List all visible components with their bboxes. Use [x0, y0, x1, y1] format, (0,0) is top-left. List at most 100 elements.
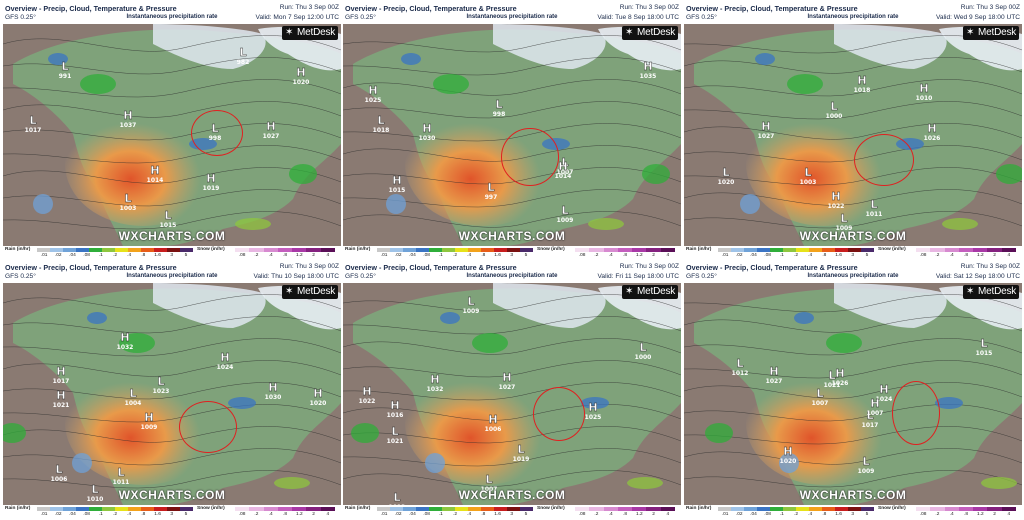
- snow-color-swatch: [249, 248, 264, 252]
- isobar: [684, 382, 1022, 399]
- snow-color-swatch: [263, 248, 278, 252]
- rain-tick-label: .04: [750, 512, 757, 517]
- panel-subtitle: Instantaneous precipitation rate: [466, 14, 558, 20]
- pressure-value: 1020: [718, 179, 735, 186]
- pressure-high-symbol: H: [123, 109, 132, 122]
- snow-color-swatch: [306, 248, 321, 252]
- forecast-panel[interactable]: Overview - Precip, Cloud, Temperature & …: [343, 262, 681, 518]
- snow-tick-label: .4: [949, 253, 954, 258]
- rain-tick-label: 3: [170, 253, 174, 258]
- rain-tick-label: .08: [83, 253, 90, 258]
- rain-color-swatch: [809, 248, 822, 252]
- rain-tick-label: .4: [127, 512, 132, 517]
- isobar: [343, 316, 681, 335]
- pressure-low-symbol: L: [61, 60, 68, 73]
- isobar: [3, 79, 341, 98]
- rain-tick-label: .4: [127, 253, 132, 258]
- metdesk-logo: ✶ MetDesk: [622, 285, 678, 299]
- precipitation-area: [3, 423, 26, 443]
- snow-tick-label: .08: [238, 253, 246, 258]
- pressure-value: 1030: [265, 394, 282, 401]
- panel-subtitle: Instantaneous precipitation rate: [807, 14, 899, 20]
- rain-tick-label: .2: [112, 253, 118, 258]
- rain-color-swatch: [115, 507, 128, 511]
- snow-color-swatch: [263, 507, 278, 511]
- forecast-panel[interactable]: Overview - Precip, Cloud, Temperature & …: [684, 262, 1022, 518]
- rain-tick-label: .02: [54, 512, 62, 517]
- metdesk-logo-icon: ✶: [285, 27, 294, 38]
- precipitation-area: [87, 312, 107, 324]
- isobar: [684, 79, 1022, 97]
- rain-color-swatch: [416, 248, 429, 252]
- rain-tick-label: .1: [438, 512, 443, 517]
- panel-subtitle: Instantaneous precipitation rate: [466, 273, 558, 279]
- rain-color-swatch: [377, 248, 390, 252]
- rain-color-swatch: [809, 507, 822, 511]
- forecast-panel[interactable]: Overview - Precip, Cloud, Temperature & …: [3, 262, 341, 518]
- precipitation-area: [119, 333, 155, 353]
- pressure-value: 1030: [419, 135, 436, 142]
- panel-title: Overview - Precip, Cloud, Temperature & …: [5, 263, 177, 272]
- pressure-value: 1037: [120, 122, 137, 129]
- rain-tick-label: .8: [481, 253, 486, 258]
- pressure-low-symbol: L: [467, 295, 474, 308]
- snow-legend-label: Snow (in/hr): [878, 506, 906, 511]
- pressure-value: 1025: [365, 97, 382, 104]
- pressure-value: 1014: [555, 173, 572, 180]
- panel-header: Overview - Precip, Cloud, Temperature & …: [343, 262, 681, 284]
- rain-color-swatch: [835, 507, 848, 511]
- forecast-panel[interactable]: Overview - Precip, Cloud, Temperature & …: [3, 3, 341, 259]
- snow-color-swatch: [632, 507, 647, 511]
- rain-tick-label: .01: [40, 253, 48, 258]
- forecast-panel[interactable]: Overview - Precip, Cloud, Temperature & …: [343, 3, 681, 259]
- rain-tick-label: .01: [721, 253, 729, 258]
- pressure-low-symbol: L: [495, 98, 502, 111]
- rain-color-swatch: [89, 507, 102, 511]
- snow-color-swatch: [589, 507, 604, 511]
- isobar: [684, 470, 1022, 488]
- snow-color-swatch: [930, 507, 945, 511]
- panel-header: Overview - Precip, Cloud, Temperature & …: [684, 3, 1022, 25]
- rain-color-swatch: [783, 507, 796, 511]
- isobar: [343, 404, 681, 421]
- isobar: [343, 57, 681, 76]
- snow-tick-label: 4: [666, 512, 670, 517]
- pressure-value: 1006: [485, 426, 502, 433]
- snow-tick-label: 1.2: [976, 512, 984, 517]
- snow-color-swatch: [575, 507, 590, 511]
- pressure-value: 982: [237, 59, 250, 66]
- rain-tick-label: 5: [184, 512, 188, 517]
- precipitation-area: [942, 218, 978, 230]
- pressure-low-symbol: L: [828, 369, 835, 382]
- rain-color-swatch: [416, 507, 429, 511]
- forecast-panel[interactable]: Overview - Precip, Cloud, Temperature & …: [684, 3, 1022, 259]
- highlight-circle: [892, 381, 940, 445]
- snow-tick-label: .8: [622, 512, 628, 517]
- pressure-high-symbol: H: [761, 120, 770, 133]
- pressure-value: 1020: [310, 400, 327, 407]
- isobar: [3, 189, 341, 207]
- rain-color-swatch: [37, 507, 50, 511]
- rain-tick-label: 1.6: [154, 253, 161, 258]
- isobar: [3, 167, 341, 184]
- run-time: Run: Thu 3 Sep 00Z: [279, 4, 339, 11]
- rain-color-swatch: [757, 248, 770, 252]
- arctic-ice: [834, 283, 947, 328]
- snow-tick-label: 2: [652, 253, 655, 258]
- snow-color-swatch: [1001, 507, 1016, 511]
- snow-color-swatch: [603, 507, 618, 511]
- rain-color-swatch: [481, 248, 494, 252]
- rain-tick-label: .01: [40, 512, 48, 517]
- rain-color-swatch: [861, 507, 874, 511]
- pressure-value: 1027: [263, 133, 280, 140]
- pressure-low-symbol: L: [862, 455, 869, 468]
- panel-header: Overview - Precip, Cloud, Temperature & …: [343, 3, 681, 25]
- panel-header: Overview - Precip, Cloud, Temperature & …: [684, 262, 1022, 284]
- rain-tick-label: .01: [380, 512, 388, 517]
- pressure-value: 1020: [780, 458, 797, 465]
- rain-color-swatch: [731, 507, 744, 511]
- pressure-value: 1000: [635, 354, 652, 361]
- rain-tick-label: .04: [409, 253, 416, 258]
